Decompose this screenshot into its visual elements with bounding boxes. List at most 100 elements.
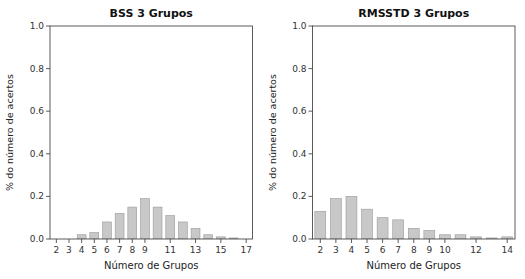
bar <box>77 235 86 239</box>
y-tick-label: 0.8 <box>30 64 45 74</box>
x-tick <box>382 239 383 243</box>
y-tick-label: 0.6 <box>30 106 45 116</box>
y-tick-label: 1.0 <box>30 21 45 31</box>
y-tick <box>46 111 50 112</box>
bar <box>330 199 341 239</box>
y-tick-label: 0.4 <box>30 149 45 159</box>
x-tick <box>220 239 221 243</box>
chart-figure: 0.00.20.40.60.81.02345678911131517BSS 3 … <box>0 0 525 279</box>
plot-frame <box>313 26 516 239</box>
bar <box>346 196 357 239</box>
x-tick-label: 6 <box>104 245 110 255</box>
y-tick <box>46 196 50 197</box>
x-tick <box>367 239 368 243</box>
x-tick-label: 3 <box>333 245 339 255</box>
x-tick-label: 4 <box>79 245 85 255</box>
y-tick <box>46 239 50 240</box>
bar <box>315 211 326 239</box>
y-tick-label: 0.0 <box>30 234 45 244</box>
panel: 0.0 0.2 0.4 0.6 0.8 1.0 23456789 10 12 14 RMSSTD 3… <box>267 7 516 271</box>
bar <box>455 235 466 239</box>
x-tick-label: 9 <box>426 245 432 255</box>
bar <box>439 235 450 239</box>
y-tick <box>46 153 50 154</box>
x-tick <box>94 239 95 243</box>
y-tick <box>309 153 313 154</box>
x-tick <box>170 239 171 243</box>
x-tick <box>320 239 321 243</box>
panel: 0.00.20.40.60.81.02345678911131517BSS 3 … <box>4 7 253 271</box>
bar <box>153 207 162 239</box>
y-tick-label: 0.4 <box>292 149 307 159</box>
bar <box>377 218 388 239</box>
y-axis-label: % do número de acertos <box>267 74 278 191</box>
x-tick <box>106 239 107 243</box>
x-tick <box>144 239 145 243</box>
x-tick-label: 5 <box>364 245 370 255</box>
x-tick-label: 13 <box>190 245 201 255</box>
x-tick <box>351 239 352 243</box>
x-tick <box>398 239 399 243</box>
y-tick-label: 0.2 <box>30 191 44 201</box>
x-tick-label: 10 <box>439 245 451 255</box>
x-tick-label: 2 <box>53 245 59 255</box>
x-tick-label: 11 <box>165 245 176 255</box>
bars <box>315 196 513 239</box>
plot-frame <box>50 26 253 239</box>
y-tick <box>46 26 50 27</box>
y-tick <box>309 239 313 240</box>
y-tick <box>309 68 313 69</box>
x-tick <box>68 239 69 243</box>
x-tick <box>444 239 445 243</box>
x-tick <box>81 239 82 243</box>
x-tick-label: 3 <box>66 245 72 255</box>
bar <box>90 233 99 239</box>
x-tick <box>132 239 133 243</box>
x-tick-label: 2 <box>317 245 323 255</box>
x-tick <box>413 239 414 243</box>
x-tick <box>246 239 247 243</box>
bar <box>115 213 124 239</box>
y-tick <box>46 68 50 69</box>
x-tick <box>195 239 196 243</box>
chart-title: BSS 3 Grupos <box>110 7 194 20</box>
y-tick-label: 0.6 <box>292 106 307 116</box>
y-tick-label: 1.0 <box>292 21 307 31</box>
bar <box>178 222 187 239</box>
bar <box>128 207 137 239</box>
y-tick-label: 0.2 <box>292 191 306 201</box>
y-tick <box>309 26 313 27</box>
bar <box>204 235 213 239</box>
x-tick-label: 6 <box>380 245 386 255</box>
background <box>0 0 525 279</box>
bars <box>77 199 238 239</box>
x-tick-label: 7 <box>395 245 401 255</box>
x-tick-label: 9 <box>142 245 148 255</box>
x-tick-label: 7 <box>117 245 123 255</box>
x-tick-label: 8 <box>129 245 135 255</box>
bar <box>362 209 373 239</box>
y-tick <box>309 196 313 197</box>
x-tick-label: 8 <box>411 245 417 255</box>
x-tick-label: 14 <box>501 245 513 255</box>
bar <box>103 222 112 239</box>
y-tick <box>309 111 313 112</box>
x-axis-label: Número de Grupos <box>104 260 198 271</box>
bar <box>140 199 149 239</box>
bar <box>166 216 175 239</box>
x-tick <box>429 239 430 243</box>
chart-title: RMSSTD 3 Grupos <box>358 7 469 20</box>
y-tick-label: 0.8 <box>292 64 307 74</box>
x-tick-label: 15 <box>215 245 226 255</box>
x-tick <box>507 239 508 243</box>
x-tick <box>119 239 120 243</box>
bar <box>408 228 419 239</box>
y-tick-label: 0.0 <box>292 234 307 244</box>
x-tick-label: 5 <box>91 245 97 255</box>
x-tick <box>476 239 477 243</box>
x-tick-label: 12 <box>470 245 481 255</box>
x-tick-label: 4 <box>349 245 355 255</box>
y-axis-label: % do número de acertos <box>4 74 15 191</box>
bar <box>424 230 435 239</box>
x-tick <box>335 239 336 243</box>
